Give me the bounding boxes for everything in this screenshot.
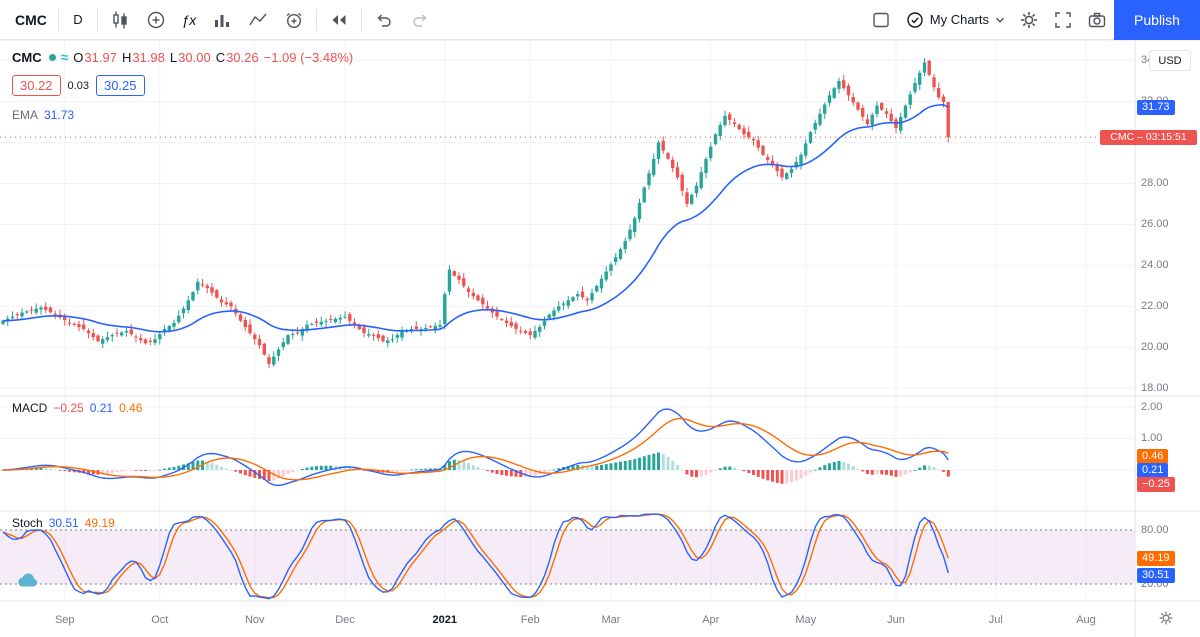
spread-value: 0.03 [67, 79, 89, 92]
top-toolbar: CMC D ƒx [0, 0, 1200, 40]
indicator-templates-button[interactable] [204, 5, 240, 35]
time-axis-settings-gear-icon[interactable] [1158, 610, 1174, 631]
undo-button[interactable] [366, 5, 402, 35]
compare-plus-icon [145, 9, 167, 31]
stoch-k-value: 30.51 [48, 516, 79, 530]
bar-replay-button[interactable] [321, 5, 357, 35]
check-circle-icon [906, 11, 924, 29]
stoch-d-value: 49.19 [84, 516, 115, 530]
layout-button[interactable] [863, 5, 899, 35]
indicators-button[interactable]: ƒx [181, 11, 197, 28]
high-value: 31.98 [132, 49, 165, 65]
publish-button[interactable]: Publish [1114, 0, 1200, 40]
price-scale-background[interactable] [1135, 40, 1200, 601]
close-label: C [215, 49, 226, 65]
columns-icon [211, 9, 233, 31]
time-scale-background[interactable] [0, 601, 1200, 637]
my-charts-label: My Charts [929, 12, 989, 27]
camera-icon [1087, 10, 1107, 30]
data-mode-icon: ≈ [60, 49, 69, 65]
snapshot-button[interactable] [1080, 5, 1114, 35]
alarm-clock-plus-icon [283, 9, 305, 31]
stoch-pane [2, 513, 949, 600]
layout-square-icon [870, 9, 892, 31]
toolbar-divider [57, 8, 59, 31]
macd-legend-row[interactable]: MACD −0.25 0.21 0.46 [12, 401, 142, 415]
macd-signal-value: 0.46 [119, 401, 143, 415]
redo-arrow-icon [409, 9, 431, 31]
currency-unit-button[interactable]: USD [1149, 50, 1191, 71]
chart-style-button[interactable] [102, 5, 138, 35]
stoch-label: Stoch [12, 516, 43, 530]
ema-value: 31.73 [44, 108, 75, 122]
symbol-countdown-badge[interactable]: CMC – 03:15:51 [1100, 130, 1197, 146]
grid [0, 40, 1135, 601]
alert-button[interactable] [276, 5, 312, 35]
price-legend-row: CMC ≈ O 31.97 H 31.98 L 30.00 C 30.26 −1.09 … [12, 49, 353, 65]
gear-icon [1019, 10, 1039, 30]
open-value: 31.97 [84, 49, 117, 65]
zigzag-line-icon [247, 9, 269, 31]
ema-legend-row[interactable]: EMA 31.73 [12, 108, 74, 122]
low-value: 30.00 [178, 49, 211, 65]
chevron-down-icon [995, 16, 1005, 24]
low-label: L [169, 49, 178, 65]
macd-pane [1, 408, 950, 487]
rewind-icon [328, 9, 350, 31]
symbol-button[interactable]: CMC [15, 11, 47, 28]
tradingview-logo-icon[interactable] [16, 570, 42, 595]
market-status-dot [48, 53, 56, 61]
macd-line-value: 0.21 [89, 401, 114, 415]
toolbar-right-group: My Charts [863, 0, 1200, 40]
toolbar-divider [96, 8, 98, 31]
macd-label: MACD [12, 401, 48, 415]
bid-price[interactable]: 30.22 [12, 75, 61, 96]
ema-value-badge[interactable]: 31.73 [1137, 100, 1175, 116]
redo-button[interactable] [402, 5, 438, 35]
change-value: −1.09 (−3.48%) [263, 49, 354, 65]
candlestick-series [0, 58, 1135, 369]
open-label: O [73, 49, 84, 65]
fullscreen-button[interactable] [1046, 5, 1080, 35]
chart-settings-button[interactable] [1012, 5, 1046, 35]
toolbar-divider [315, 8, 317, 31]
my-charts-menu[interactable]: My Charts [899, 5, 1012, 35]
stoch-band [0, 529, 1135, 585]
line-chart-tool-button[interactable] [240, 5, 276, 35]
interval-button[interactable]: D [73, 12, 83, 27]
fullscreen-icon [1053, 10, 1073, 30]
high-label: H [121, 49, 132, 65]
close-value: 30.26 [226, 49, 259, 65]
ema-label: EMA [12, 108, 39, 122]
stoch-legend-row[interactable]: Stoch 30.51 49.19 [12, 516, 115, 530]
undo-arrow-icon [373, 9, 395, 31]
quote-row: 30.22 0.03 30.25 [12, 75, 145, 96]
ask-price[interactable]: 30.25 [95, 75, 145, 96]
compare-button[interactable] [138, 5, 174, 35]
toolbar-divider [360, 8, 362, 31]
candlestick-style-icon [109, 9, 131, 31]
macd-hist-value: −0.25 [53, 401, 84, 415]
legend-symbol[interactable]: CMC [12, 49, 42, 65]
